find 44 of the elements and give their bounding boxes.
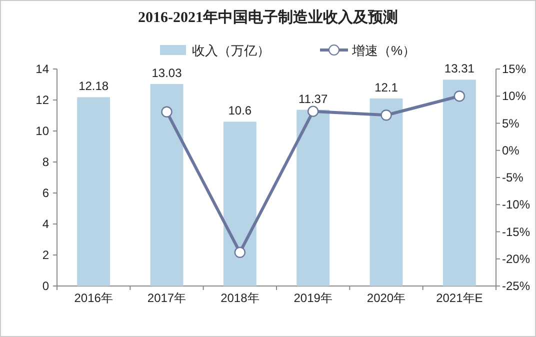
y2-tick-label: -25% [502,279,530,293]
y-tick-label: 14 [36,62,50,76]
y-tick-label: 4 [42,217,50,231]
y2-tick-label: 10% [502,89,526,104]
point [161,106,172,118]
bar [442,80,476,286]
收入（万亿）: 12.18 13.03 10.6 11.37 12.1 13.31 [77,62,476,286]
x-tick-label: 2017年 [147,291,186,305]
bar [223,122,256,286]
data-label: 12.18 [78,79,109,94]
y2-tick-label: -10% [502,198,530,212]
legend-label: 增速（%） [351,43,416,58]
x-tick-label: 2016年 [74,291,113,305]
y-tick-label: 6 [42,186,50,200]
y2-tick-label: 0% [502,143,520,158]
point [380,110,392,121]
legend-label: 收入（万亿） [192,43,270,58]
data-label: 13.03 [152,66,182,80]
y-tick-label: 8 [42,155,50,169]
y-tick-label: 2 [42,248,50,262]
chart-title: 2016-2021年中国电子制造业收入及预测 [138,9,398,26]
point [307,106,319,117]
bar [370,98,403,286]
y2-tick-label: -15% [502,224,530,239]
x-tick-label: 2018年 [220,291,260,305]
bar [77,97,110,286]
data-label: 13.31 [444,62,475,76]
bar [296,110,330,286]
y2-tick-label: -5% [502,170,524,184]
data-label: 10.6 [228,104,252,118]
x-tick-label: 2020年 [366,291,406,305]
x-tick-label: 2021年E [436,291,483,305]
point [454,90,466,102]
x-tick-label: 2019年 [294,291,332,305]
y-tick-label: 12 [36,93,50,107]
bar [150,84,184,286]
point [234,246,246,258]
y2-tick-label: 15% [502,62,526,76]
data-label: 12.1 [374,80,398,94]
y-tick-label: 10 [36,124,50,138]
y2-tick-label: -20% [502,252,530,266]
y-tick-label: 0 [42,279,50,293]
y2-tick-label: 5% [502,116,520,130]
data-label: 11.37 [298,92,328,106]
